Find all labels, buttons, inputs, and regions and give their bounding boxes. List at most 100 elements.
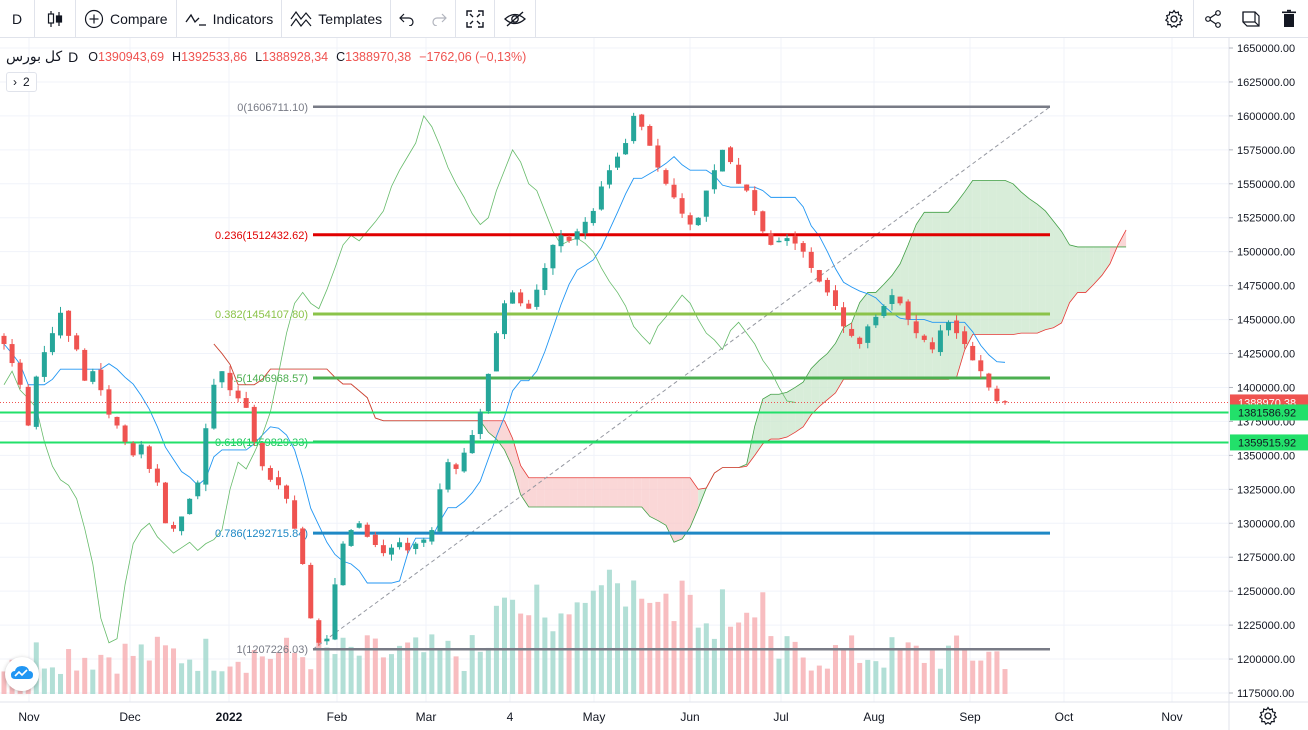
volume-bar (558, 613, 564, 694)
cloud-segment (593, 477, 602, 507)
cloud-segment (1013, 183, 1022, 335)
chart-type-button[interactable] (35, 0, 75, 38)
chart-legend: کل بورس D O1390943,69 H1392533,86 L13889… (6, 48, 534, 65)
trash-icon (1282, 9, 1296, 27)
candle-body (114, 416, 120, 426)
candle-body (913, 321, 919, 334)
indicators-label: Indicators (212, 10, 274, 27)
candle-body (744, 184, 750, 191)
cloud-segment (1085, 246, 1094, 293)
compare-button[interactable]: Compare (76, 0, 176, 38)
share-button[interactable] (1194, 0, 1232, 38)
candle-body (388, 547, 394, 555)
candle-body (768, 233, 774, 245)
cloud-segment (488, 420, 497, 440)
tradingview-logo[interactable] (5, 657, 39, 691)
cloud-segment (665, 477, 675, 543)
volume-bar (865, 659, 871, 694)
price-tick-label: 1550000.00 (1237, 179, 1295, 191)
volume-bar (929, 650, 935, 694)
volume-bar (171, 648, 177, 694)
candle-body (348, 530, 354, 546)
volume-bar (445, 640, 451, 694)
undo-button[interactable] (391, 0, 423, 38)
volume-bar (195, 670, 201, 694)
volume-bar (49, 667, 55, 694)
fib-label-0.382: 0.382(1454107.80) (215, 309, 308, 321)
candle-body (380, 545, 386, 554)
candle-body (760, 211, 766, 232)
indicators-collapse-button[interactable]: › 2 (6, 72, 37, 92)
volume-bar (784, 636, 790, 694)
compare-label: Compare (110, 10, 168, 27)
redo-button[interactable] (423, 0, 455, 38)
chevron-right-icon: › (13, 75, 17, 89)
top-toolbar: D Compare Indicators (0, 0, 1308, 38)
volume-bar (816, 665, 822, 694)
candle-body (429, 530, 435, 542)
volume-bar (372, 638, 378, 694)
indicators-button[interactable]: Indicators (177, 0, 282, 38)
candles-icon (47, 10, 63, 27)
candle-body (655, 145, 661, 168)
cloud-segment (851, 302, 860, 380)
volume-bar (679, 580, 685, 694)
chart-settings-gear-icon[interactable] (1258, 706, 1278, 726)
fib-retracement[interactable]: 0(1606711.10) 0.236(1512432.62) 0.382(1454… (0, 102, 1229, 656)
cloud-segment (633, 477, 642, 507)
cloud-segment (1021, 191, 1030, 334)
volume-bar (760, 592, 766, 694)
candle-body (461, 452, 467, 472)
volume-bar (962, 649, 968, 694)
gear-icon (1164, 9, 1184, 28)
candle-body (663, 170, 669, 184)
cloud-segment (827, 343, 836, 400)
time-tick-label: Nov (18, 710, 39, 724)
snapshot-button[interactable] (1232, 0, 1270, 38)
cloud-segment (1061, 231, 1070, 323)
time-tick-label: May (583, 710, 606, 724)
cloud-segment (819, 353, 828, 407)
cloud-segment (1005, 180, 1014, 335)
volume-bar (485, 647, 491, 694)
candle-body (566, 236, 572, 241)
cloud-segment (528, 477, 537, 507)
candle-body (800, 243, 806, 252)
candle-body (606, 170, 612, 185)
time-tick-label: Jul (773, 710, 788, 724)
candle-body (324, 638, 330, 642)
indicators-icon (185, 13, 206, 26)
candle-body (179, 516, 185, 532)
cloud-segment (657, 477, 666, 526)
volume-bar (292, 652, 298, 694)
price-chart-svg[interactable]: 0(1606711.10) 0.236(1512432.62) 0.382(1454… (0, 38, 1308, 730)
volume-bar (82, 657, 88, 694)
settings-button[interactable] (1155, 0, 1193, 38)
chart-pane[interactable]: 0(1606711.10) 0.236(1512432.62) 0.382(1454… (0, 38, 1308, 730)
volume-bar (469, 635, 475, 694)
candle-body (631, 115, 637, 142)
volume-bar (284, 637, 290, 694)
cloud-segment (601, 477, 610, 507)
volume-bar (324, 647, 330, 694)
volume-bar (752, 617, 758, 694)
candle-body (445, 462, 451, 490)
price-badge (1230, 404, 1308, 421)
symbol-name[interactable]: کل بورس (6, 48, 63, 64)
volume-bar (388, 654, 394, 694)
delete-button[interactable] (1270, 0, 1308, 38)
volume-bar (227, 666, 233, 694)
candle-body (90, 371, 96, 382)
fullscreen-button[interactable] (456, 0, 494, 38)
volume-bar (58, 673, 64, 694)
volume-bar (873, 661, 879, 694)
price-badge-label: 1381586.92 (1238, 407, 1296, 419)
hide-drawings-button[interactable] (495, 0, 535, 38)
volume-bar (937, 668, 943, 694)
templates-button[interactable]: Templates (282, 0, 390, 38)
interval-button[interactable]: D (0, 0, 34, 38)
volume-bar (74, 670, 80, 694)
price-tick-label: 1600000.00 (1237, 111, 1295, 123)
cloud-segment (762, 394, 771, 444)
volume-bars (1, 569, 1008, 694)
